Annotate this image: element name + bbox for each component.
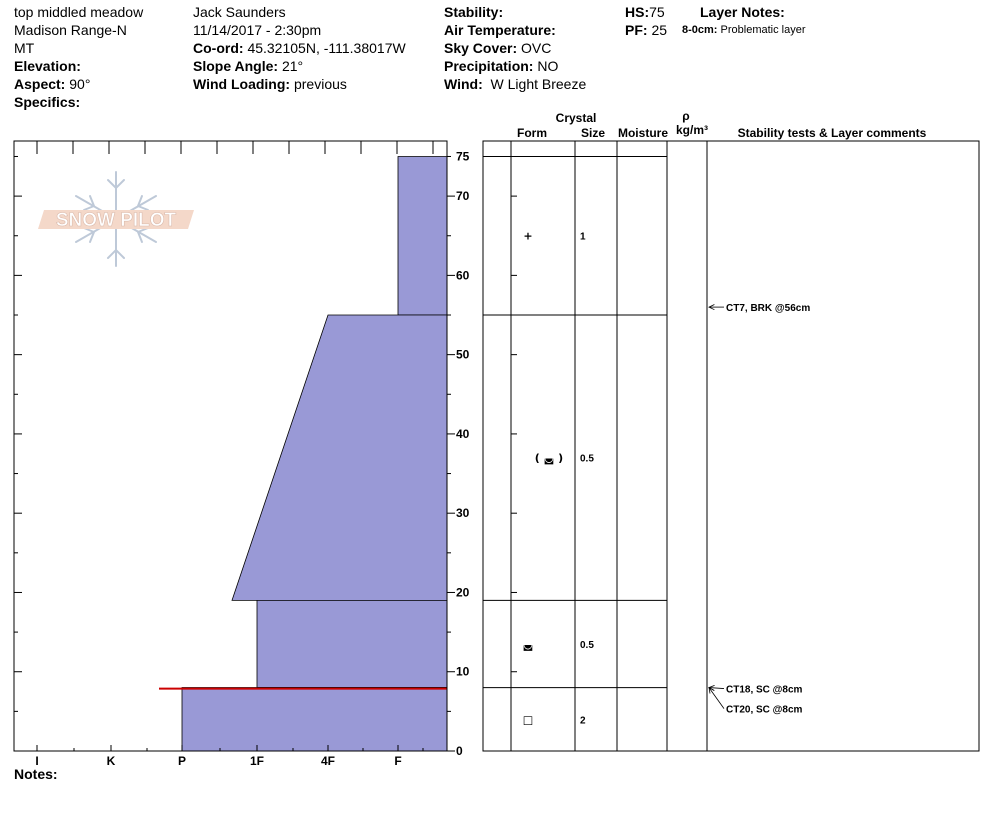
hardness-layer-1 (231, 314, 448, 601)
wind-loading-row: Wind Loading: previous (193, 76, 347, 92)
precipitation-row: Precipitation: NO (444, 58, 559, 74)
hardness-tick-label: 4F (321, 754, 335, 768)
aspect-row: Aspect: 90° (14, 76, 91, 92)
coord-row: Co-ord: 45.32105N, -111.38017W (193, 40, 406, 56)
observer-name: Jack Saunders (193, 4, 286, 20)
test-arrow-line (708, 687, 725, 709)
crystal-form: ( ◛ ) (535, 452, 563, 465)
hardness-tick-label: K (107, 754, 116, 768)
depth-tick-label: 0 (456, 744, 463, 758)
stability-tests: CT7, BRK @56cm CT18, SC @8cm CT20, SC @8cm (708, 303, 810, 716)
specifics-row: Specifics: (14, 94, 81, 110)
elevation-row: Elevation: (14, 58, 81, 74)
layer-notes-heading: Layer Notes: (700, 4, 785, 20)
crystal-form: □ (523, 713, 533, 726)
size-header: Size (581, 126, 605, 140)
crystal-size: 1 (580, 232, 586, 243)
observation-datetime: 11/14/2017 - 2:30pm (193, 22, 322, 38)
depth-tick-label: 50 (456, 348, 470, 362)
stability-row: Stability: (444, 4, 504, 20)
state-name: MT (14, 40, 35, 56)
hardness-axis: I K P 1F 4F F (35, 745, 424, 768)
air-temp-row: Air Temperature: (444, 22, 556, 38)
stability-test-label: CT7, BRK @56cm (726, 303, 810, 314)
hardness-profile (181, 156, 448, 752)
wind-row: Wind: W Light Breeze (444, 76, 587, 92)
table-depth-ticks (511, 195, 517, 752)
column-headers: Crystal Form Size Moisture ρ kg/m³ Stabi… (517, 109, 927, 140)
hardness-tick-label: I (35, 754, 38, 768)
hs-row: HS:75 (625, 4, 665, 20)
crystal-form: + (523, 230, 532, 243)
depth-tick-label: 20 (456, 585, 470, 599)
hardness-tick-label: P (178, 754, 186, 768)
hardness-tick-label: F (394, 754, 401, 768)
layer-note: 8-0cm: Problematic layer (682, 24, 806, 36)
test-arrow-line (708, 687, 725, 689)
moisture-header: Moisture (618, 126, 668, 140)
rho-header: ρ (682, 109, 689, 123)
depth-tick-label: 60 (456, 268, 470, 282)
stability-test-label: CT18, SC @8cm (726, 685, 803, 696)
crystal-header: Crystal (556, 111, 597, 125)
depth-axis: 0 10 20 30 40 50 60 70 75 (447, 149, 470, 758)
hardness-layer-2 (256, 599, 448, 688)
sky-cover-row: Sky Cover: OVC (444, 40, 552, 56)
column-dividers (510, 141, 708, 751)
density-header: kg/m³ (676, 123, 708, 137)
snowpilot-logo: SNOW PILOT (38, 171, 194, 267)
depth-tick-label: 75 (456, 149, 470, 163)
layer-table-frame (482, 140, 980, 752)
depth-tick-label: 30 (456, 506, 470, 520)
pf-row: PF: 25 (625, 22, 668, 38)
crystal-size: 0.5 (580, 640, 594, 651)
comments-header: Stability tests & Layer comments (738, 126, 927, 140)
hardness-layer-0 (397, 156, 448, 316)
left-y-ticks (14, 155, 22, 752)
test-arrow-head (708, 304, 715, 311)
depth-tick-label: 70 (456, 189, 470, 203)
layer-boundaries (483, 155, 667, 689)
top-ticks (36, 141, 434, 154)
crystal-size: 2 (580, 715, 586, 726)
hardness-layer-3 (181, 687, 448, 752)
stability-test-label: CT20, SC @8cm (726, 705, 803, 716)
location-name: top middled meadow (14, 4, 144, 20)
crystal-form: ◛ (523, 638, 534, 651)
logo-banner (38, 210, 194, 229)
logo-text: SNOW PILOT (56, 210, 177, 231)
crystal-size: 0.5 (580, 454, 594, 465)
crystal-layers: +1 ( ◛ ) 0.5 ◛ 0.5 □ 2 (523, 230, 595, 727)
form-header: Form (517, 126, 547, 140)
hardness-tick-label: 1F (250, 754, 264, 768)
range-name: Madison Range-N (14, 22, 127, 38)
depth-tick-label: 10 (456, 665, 470, 679)
test-arrow-head (708, 686, 715, 694)
hardness-plot-frame (13, 140, 448, 752)
depth-tick-label: 40 (456, 427, 470, 441)
notes-label: Notes: (14, 766, 58, 782)
slope-row: Slope Angle: 21° (193, 58, 304, 74)
